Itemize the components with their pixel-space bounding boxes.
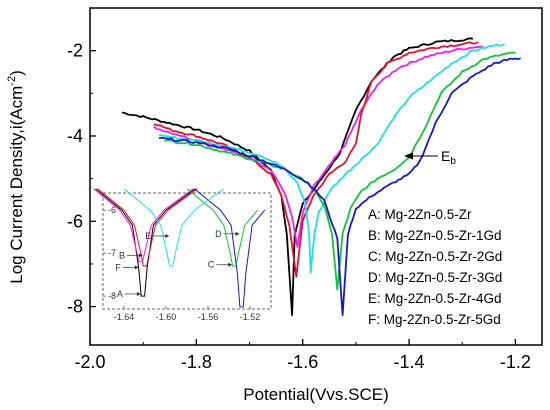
inset-curve <box>95 188 196 297</box>
inset-chart: -1.64 -1.60 -1.56 -1.52 -6 -7 -8 A BF E D C <box>93 188 272 322</box>
eb-label: Eb <box>441 148 456 167</box>
inset-y-tick-label: -6 <box>108 205 116 215</box>
inset-frame <box>102 192 272 310</box>
legend-entry-d: D: Mg-2Zn-0.5-Zr-3Gd <box>368 270 502 285</box>
series-line <box>153 41 479 278</box>
inset-arrowhead-icon <box>136 291 141 296</box>
inset-axis-ticks: -1.64 -1.60 -1.56 -1.52 -6 -7 -8 <box>103 205 260 322</box>
inset-curve-label: E <box>145 231 151 241</box>
series-line <box>159 43 506 274</box>
y-axis-title: Log Current Density,i(Acm-2) <box>6 70 26 284</box>
inset-x-tick-label: -1.60 <box>156 312 177 322</box>
eb-arrowhead-icon <box>404 152 413 160</box>
inset-arrowhead-icon <box>139 253 143 258</box>
x-tick-label: -2.0 <box>74 352 105 372</box>
inset-x-tick-label: -1.56 <box>198 312 219 322</box>
x-tick-label: -1.6 <box>287 352 318 372</box>
inset-curve <box>186 188 258 267</box>
inset-curve-label: D <box>215 229 222 239</box>
y-tick-label: -2 <box>67 41 83 61</box>
main-axis-ticks: -2.0 -1.8 -1.6 -1.4 -1.2 -8 -6 -4 -2 <box>67 41 531 372</box>
x-axis-title: Potential(Vvs.SCE) <box>243 385 389 404</box>
inset-curve <box>97 188 198 267</box>
eb-label-sub: b <box>450 156 456 167</box>
inset-curves <box>93 188 266 308</box>
inset-curve-label: A <box>117 289 123 299</box>
eb-annotation: Eb <box>404 148 456 167</box>
y-tick-label: -8 <box>67 297 83 317</box>
inset-arrowhead-icon <box>235 231 240 236</box>
y-tick-label: -4 <box>67 126 83 146</box>
inset-curve-label: B <box>119 250 125 260</box>
x-tick-label: -1.8 <box>181 352 212 372</box>
x-tick-label: -1.4 <box>394 352 425 372</box>
series-line <box>158 57 521 316</box>
legend-entry-b: B: Mg-2Zn-0.5-Zr-1Gd <box>368 228 502 243</box>
legend-entry-c: C: Mg-2Zn-0.5-Zr-2Gd <box>368 249 502 264</box>
inset-arrowhead-icon <box>228 262 233 267</box>
series-line <box>164 51 516 291</box>
y-axis-title-close: ) <box>7 70 26 76</box>
inset-curve <box>123 188 225 267</box>
inset-curve-label: C <box>208 260 215 270</box>
inset-arrowhead-icon <box>165 233 170 238</box>
inset-curve-labels: A BF E D C <box>115 229 240 299</box>
inset-curve-label: F <box>115 262 121 272</box>
eb-label-main: E <box>441 148 450 164</box>
series-line <box>121 37 474 316</box>
inset-y-tick-label: -8 <box>108 291 116 301</box>
legend-entry-e: E: Mg-2Zn-0.5-Zr-4Gd <box>368 291 502 306</box>
y-axis-title-sup: -2 <box>6 76 18 86</box>
inset-y-tick-label: -7 <box>108 248 116 258</box>
inset-curve <box>93 188 194 263</box>
legend-entry-f: F: Mg-2Zn-0.5-Zr-5Gd <box>368 312 501 327</box>
legend: A: Mg-2Zn-0.5-Zr B: Mg-2Zn-0.5-Zr-1Gd C:… <box>368 207 502 327</box>
legend-entry-a: A: Mg-2Zn-0.5-Zr <box>368 207 472 222</box>
polarization-curves <box>121 37 521 316</box>
inset-curve <box>194 188 266 308</box>
y-tick-label: -6 <box>67 211 83 231</box>
inset-x-tick-label: -1.64 <box>114 312 135 322</box>
inset-arrowhead-icon <box>134 265 139 270</box>
plot-area-frame <box>89 7 543 346</box>
x-tick-label: -1.2 <box>500 352 531 372</box>
inset-x-tick-label: -1.52 <box>240 312 261 322</box>
y-axis-title-text: Log Current Density,i(Acm <box>7 86 26 284</box>
